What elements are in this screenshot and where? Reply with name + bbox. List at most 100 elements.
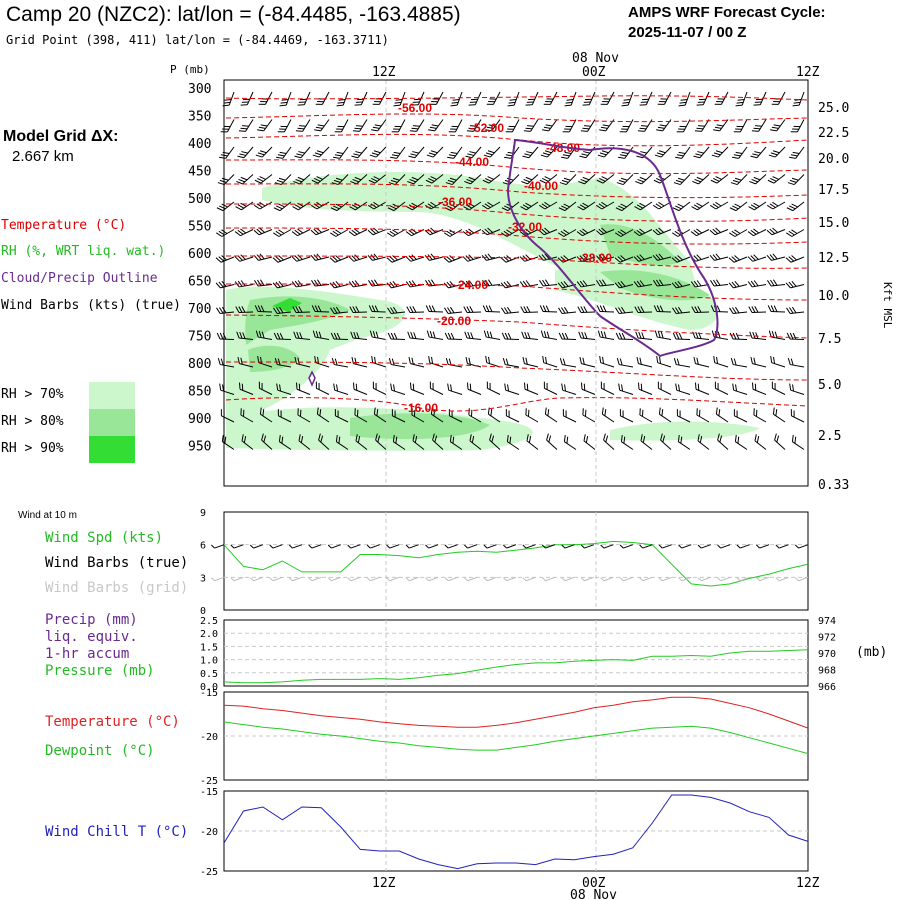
barb-feather [580, 306, 585, 313]
wind-barb [678, 91, 691, 107]
wind-barb [711, 146, 729, 158]
wind-barb [732, 146, 748, 159]
barb-feather [793, 410, 795, 418]
barb-feather [501, 307, 506, 314]
barb-staff [315, 336, 330, 340]
barb-feather [261, 331, 265, 339]
barb-feather [257, 305, 262, 312]
wind-barb [272, 281, 292, 289]
barb-feather [466, 130, 474, 132]
barb-feather [314, 279, 319, 286]
barb-feather [733, 154, 741, 157]
wind-barb [392, 434, 406, 450]
wind-barb [753, 408, 767, 423]
barb-staff [754, 440, 767, 450]
barb-feather [523, 382, 526, 390]
barb-feather [753, 228, 760, 234]
barb-feather [675, 205, 682, 210]
barb-feather [297, 228, 304, 234]
barb-feather [679, 410, 681, 418]
barb-feather [299, 409, 302, 417]
pressure-tick-label: 350 [188, 110, 211, 125]
barb-staff [525, 576, 536, 582]
barb-feather [691, 206, 698, 211]
wind-barb [600, 91, 615, 105]
surface-wind-barb [366, 544, 380, 549]
wind-barb [766, 253, 786, 261]
barb-feather [394, 125, 402, 128]
barb-feather [370, 228, 377, 234]
barb-staff [792, 201, 805, 212]
barb-staff [486, 544, 497, 549]
barb-feather [558, 332, 563, 340]
wind-barb [660, 433, 672, 450]
barb-feather [675, 307, 680, 314]
panel-2: 2.52.01.51.00.50.0 [200, 616, 809, 693]
barb-staff [277, 256, 292, 263]
barb-staff [548, 119, 558, 132]
barb-feather [242, 332, 246, 339]
barb-feather [222, 384, 225, 392]
barb-feather [444, 332, 449, 340]
barb-feather [566, 99, 574, 101]
barb-feather [297, 254, 303, 260]
legend-pressure: Pressure (mb) [45, 663, 155, 679]
barb-staff [299, 174, 311, 185]
barb-feather [710, 305, 715, 312]
wind-barb [713, 355, 729, 368]
wind-barb [750, 356, 767, 368]
barb-feather [656, 305, 661, 312]
wind-barb [217, 174, 235, 186]
barb-staff [735, 201, 748, 212]
barb-feather [351, 155, 359, 159]
barb-feather [297, 357, 300, 365]
barb-feather [659, 124, 667, 127]
surface-wind-barb [717, 544, 731, 549]
barb-feather [501, 332, 506, 340]
barb-staff [638, 337, 653, 340]
barb-staff [261, 146, 273, 158]
wind-barb [315, 381, 330, 395]
wind-barb [520, 201, 539, 211]
barb-staff [507, 441, 520, 450]
barb-feather [577, 206, 584, 211]
barb-feather [583, 383, 586, 391]
barb-feather [413, 125, 420, 127]
wind-barb [576, 254, 596, 262]
surface-wind-barb [736, 544, 750, 549]
barb-feather [620, 281, 626, 287]
barb-staff [296, 256, 311, 262]
barb-feather [598, 254, 604, 260]
barb-feather [620, 434, 623, 442]
barb-feather [317, 101, 324, 103]
wind-barb [772, 407, 786, 423]
barb-feather [390, 156, 397, 159]
wind-barb [714, 91, 729, 105]
barb-feather [351, 229, 358, 235]
barb-staff [253, 576, 264, 582]
barb-feather [544, 201, 551, 207]
barb-feather [640, 434, 643, 441]
wind-barb [462, 254, 482, 262]
barb-feather [620, 229, 627, 234]
wind-barb [672, 229, 691, 237]
barb-feather [316, 201, 323, 207]
barb-staff [543, 229, 558, 236]
barb-feather [755, 125, 762, 127]
pressure-tick-label: 850 [188, 385, 211, 400]
wind-barb [751, 119, 767, 132]
barb-feather [734, 229, 741, 234]
pressure-tick-label: 700 [188, 302, 211, 317]
wind-barb [412, 434, 425, 450]
barb-feather [696, 228, 703, 234]
wind-barb [254, 305, 273, 313]
barb-staff [488, 174, 501, 184]
barb-staff [543, 362, 558, 368]
barb-feather [751, 382, 754, 390]
barb-feather [430, 176, 437, 180]
barb-feather [654, 154, 662, 158]
barb-feather [335, 203, 342, 208]
wind-barb [635, 331, 653, 340]
barb-feather [260, 101, 267, 103]
wind-barb [714, 381, 729, 395]
